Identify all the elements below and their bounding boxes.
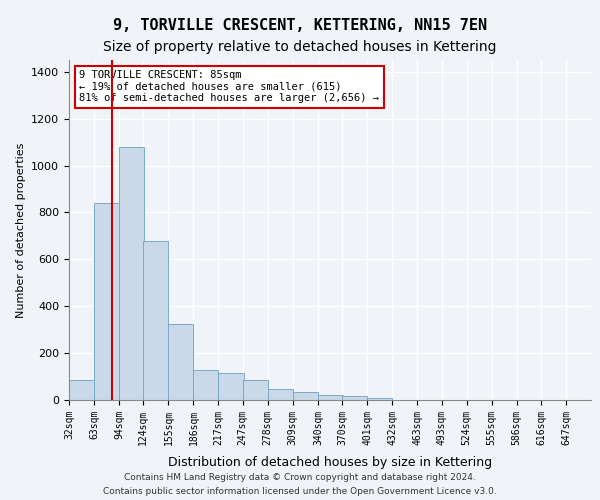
X-axis label: Distribution of detached houses by size in Kettering: Distribution of detached houses by size … bbox=[168, 456, 492, 469]
Text: 9 TORVILLE CRESCENT: 85sqm
← 19% of detached houses are smaller (615)
81% of sem: 9 TORVILLE CRESCENT: 85sqm ← 19% of deta… bbox=[79, 70, 379, 103]
Bar bbox=[119, 147, 144, 400]
Bar bbox=[243, 380, 268, 400]
Bar bbox=[342, 396, 367, 400]
Bar bbox=[143, 240, 169, 400]
Bar bbox=[318, 396, 343, 400]
Bar bbox=[94, 203, 119, 400]
Bar bbox=[268, 390, 293, 400]
Text: 9, TORVILLE CRESCENT, KETTERING, NN15 7EN: 9, TORVILLE CRESCENT, KETTERING, NN15 7E… bbox=[113, 18, 487, 32]
Y-axis label: Number of detached properties: Number of detached properties bbox=[16, 142, 26, 318]
Bar bbox=[69, 380, 94, 400]
Text: Contains public sector information licensed under the Open Government Licence v3: Contains public sector information licen… bbox=[103, 488, 497, 496]
Bar bbox=[193, 370, 218, 400]
Bar bbox=[169, 324, 193, 400]
Bar bbox=[218, 373, 244, 400]
Text: Size of property relative to detached houses in Kettering: Size of property relative to detached ho… bbox=[103, 40, 497, 54]
Bar bbox=[293, 392, 318, 400]
Text: Contains HM Land Registry data © Crown copyright and database right 2024.: Contains HM Land Registry data © Crown c… bbox=[124, 472, 476, 482]
Bar bbox=[367, 398, 392, 400]
